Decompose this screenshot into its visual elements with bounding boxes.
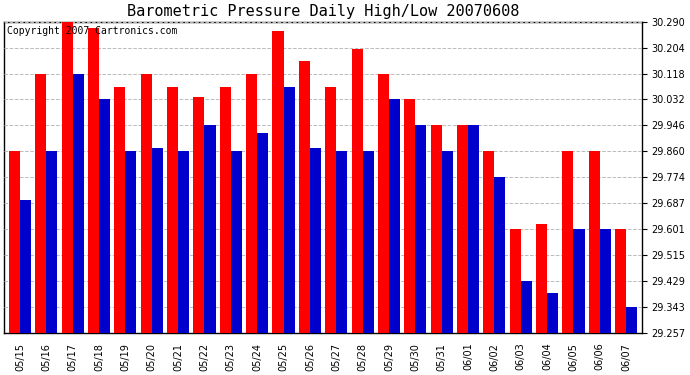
Bar (495, 177, 506, 333)
Bar (562, 151, 573, 333)
Bar (167, 87, 178, 333)
Bar (299, 61, 310, 333)
Bar (141, 74, 152, 333)
Bar (20, 200, 31, 333)
Bar (310, 148, 321, 333)
Bar (152, 148, 163, 333)
Bar (46, 151, 57, 333)
Bar (284, 87, 295, 333)
Text: Copyright 2007 Cartronics.com: Copyright 2007 Cartronics.com (8, 26, 178, 36)
Bar (468, 125, 479, 333)
Bar (351, 49, 363, 333)
Title: Barometric Pressure Daily High/Low 20070608: Barometric Pressure Daily High/Low 20070… (127, 4, 520, 19)
Bar (99, 99, 110, 333)
Bar (536, 224, 547, 333)
Bar (415, 125, 426, 333)
Bar (404, 99, 415, 333)
Bar (325, 87, 336, 333)
Bar (547, 293, 558, 333)
Bar (72, 74, 83, 333)
Bar (126, 151, 137, 333)
Bar (510, 230, 521, 333)
Bar (573, 230, 584, 333)
Bar (219, 87, 231, 333)
Bar (35, 74, 46, 333)
Bar (626, 307, 638, 333)
Bar (257, 133, 268, 333)
Bar (589, 151, 600, 333)
Bar (204, 125, 215, 333)
Bar (615, 230, 626, 333)
Bar (431, 125, 442, 333)
Bar (363, 151, 374, 333)
Bar (9, 151, 20, 333)
Bar (442, 151, 453, 333)
Bar (521, 281, 532, 333)
Bar (273, 31, 284, 333)
Bar (246, 74, 257, 333)
Bar (178, 151, 189, 333)
Bar (457, 125, 468, 333)
Bar (389, 99, 400, 333)
Bar (231, 151, 242, 333)
Bar (483, 151, 495, 333)
Bar (336, 151, 347, 333)
Bar (61, 22, 72, 333)
Bar (88, 28, 99, 333)
Bar (600, 230, 611, 333)
Bar (378, 74, 389, 333)
Bar (115, 87, 126, 333)
Bar (193, 97, 204, 333)
